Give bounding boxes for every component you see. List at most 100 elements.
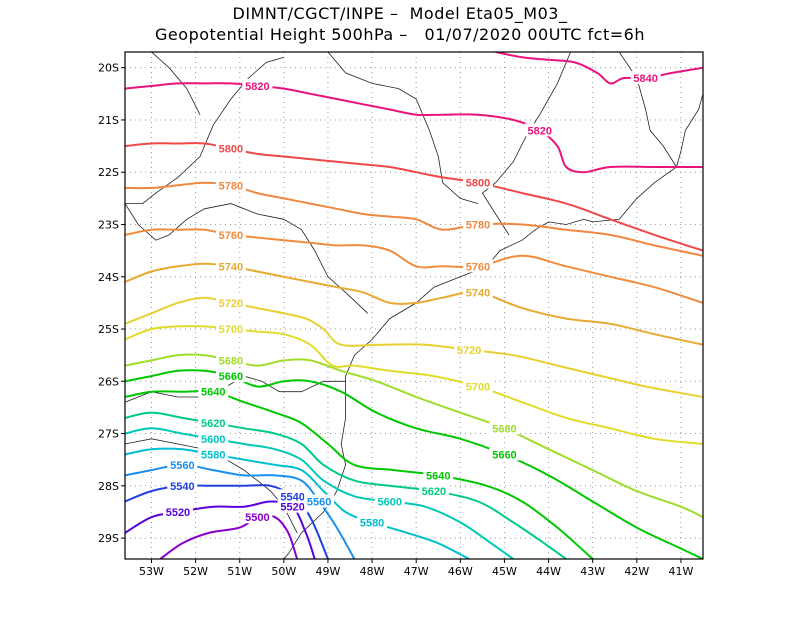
- contour-label-halo: [215, 227, 246, 241]
- contour-label-halo: [277, 499, 308, 513]
- contour-label-halo: [462, 175, 493, 189]
- coastline-segment: [125, 56, 284, 204]
- contour-label-5740: 5740: [466, 287, 490, 299]
- contour-label-halo: [215, 178, 246, 192]
- lon-label: 47W: [404, 565, 429, 578]
- lon-label: 50W: [271, 565, 296, 578]
- lon-label: 45W: [492, 565, 517, 578]
- lon-label: 42W: [624, 565, 649, 578]
- coastline-segment: [125, 438, 298, 534]
- lat-label: 27S: [98, 428, 119, 441]
- contour-label-halo: [198, 384, 229, 398]
- contour-label-5600: 5600: [201, 434, 225, 446]
- contour-label-5660: 5660: [219, 371, 243, 383]
- contour-line-5680: [125, 353, 703, 519]
- contour-label-halo: [454, 342, 485, 356]
- contour-label-halo: [524, 123, 555, 137]
- contour-label-halo: [198, 447, 229, 461]
- lat-label: 22S: [98, 166, 119, 179]
- lat-label: 28S: [98, 480, 119, 493]
- contour-label-5540: 5540: [170, 481, 194, 493]
- contour-label-halo: [215, 259, 246, 273]
- contour-label-5640: 5640: [201, 387, 225, 399]
- contour-label-5620: 5620: [201, 418, 225, 430]
- lat-label: 29S: [98, 532, 119, 545]
- contour-label-5820: 5820: [528, 125, 552, 137]
- contour-line-5740: [125, 262, 703, 346]
- map-title-line2: Geopotential Height 500hPa – 01/07/2020 …: [155, 25, 645, 44]
- contour-label-halo: [423, 468, 454, 482]
- contour-line-5560: [125, 463, 356, 559]
- lat-label: 20S: [98, 62, 119, 75]
- contour-label-5560: 5560: [170, 460, 194, 472]
- longitude-labels: 53W 52W 51W 50W 49W 48W 47W 46W 45W 44W 43W 42W 41W: [139, 565, 693, 578]
- contour-label-halo: [357, 515, 388, 529]
- coastline-segment: [151, 52, 201, 115]
- contour-label-5780: 5780: [466, 219, 490, 231]
- contour-label-5680: 5680: [492, 423, 516, 435]
- lon-label: 44W: [536, 565, 561, 578]
- contour-label-5520: 5520: [280, 502, 304, 514]
- contour-line-5700: [125, 325, 703, 445]
- contour-label-halo: [242, 78, 273, 92]
- contour-label-5760: 5760: [219, 230, 243, 242]
- lon-label: 52W: [183, 565, 208, 578]
- contour-label-5760: 5760: [466, 261, 490, 273]
- contour-line-5660: [125, 369, 703, 559]
- contour-label-5700: 5700: [219, 324, 243, 336]
- latitude-labels: 20S 21S 22S 23S 24S 25S 26S 27S 28S 29S: [98, 62, 119, 545]
- lat-label: 25S: [98, 323, 119, 336]
- contour-label-halo: [198, 416, 229, 430]
- lon-label: 49W: [316, 565, 341, 578]
- contour-label-5500: 5500: [245, 512, 269, 524]
- contour-label-5840: 5840: [633, 73, 657, 85]
- contour-label-5800: 5800: [219, 144, 243, 156]
- contour-label-halo: [462, 379, 493, 393]
- contour-label-halo: [215, 322, 246, 336]
- contour-line-5760: [125, 228, 703, 304]
- lon-label: 51W: [227, 565, 252, 578]
- lon-label: 43W: [580, 565, 605, 578]
- plot-frame: [124, 51, 704, 560]
- contour-line-5800: [125, 142, 703, 252]
- contour-label-5540: 5540: [280, 491, 304, 503]
- lat-label: 23S: [98, 218, 119, 231]
- lon-label: 41W: [669, 565, 694, 578]
- contour-label-halo: [215, 141, 246, 155]
- contour-line-5820: [125, 82, 703, 174]
- contour-label-halo: [215, 369, 246, 383]
- contour-line-5600: [125, 427, 514, 559]
- lon-label: 48W: [360, 565, 385, 578]
- contour-line-5780: [125, 181, 703, 257]
- contour-label-5580: 5580: [360, 517, 384, 529]
- coastline-segment: [481, 52, 571, 236]
- contour-label-5640: 5640: [426, 470, 450, 482]
- contour-label-halo: [242, 510, 273, 524]
- contour-label-5720: 5720: [457, 345, 481, 357]
- lat-label: 24S: [98, 271, 119, 284]
- contour-label-halo: [167, 478, 198, 492]
- axis-ticks: [121, 67, 682, 563]
- contour-label-halo: [215, 353, 246, 367]
- contour-label-halo: [374, 494, 405, 508]
- lon-label: 46W: [448, 565, 473, 578]
- contour-label-5780: 5780: [219, 180, 243, 192]
- contour-label-5660: 5660: [492, 449, 516, 461]
- contour-label-5820: 5820: [245, 81, 269, 93]
- contour-label-5720: 5720: [219, 298, 243, 310]
- contour-label-halo: [630, 71, 661, 85]
- contour-label-5740: 5740: [219, 261, 243, 273]
- contour-label-halo: [462, 217, 493, 231]
- contour-label-5700: 5700: [466, 382, 490, 394]
- contour-label-halo: [277, 489, 308, 503]
- contour-label-halo: [162, 504, 193, 518]
- contour-label-halo: [462, 259, 493, 273]
- contour-line-5580: [125, 447, 470, 559]
- contour-label-5600: 5600: [377, 497, 401, 509]
- contour-line-5520: [125, 500, 316, 559]
- coastline-segment: [125, 203, 368, 314]
- contour-label-halo: [489, 421, 520, 435]
- contour-label-halo: [489, 447, 520, 461]
